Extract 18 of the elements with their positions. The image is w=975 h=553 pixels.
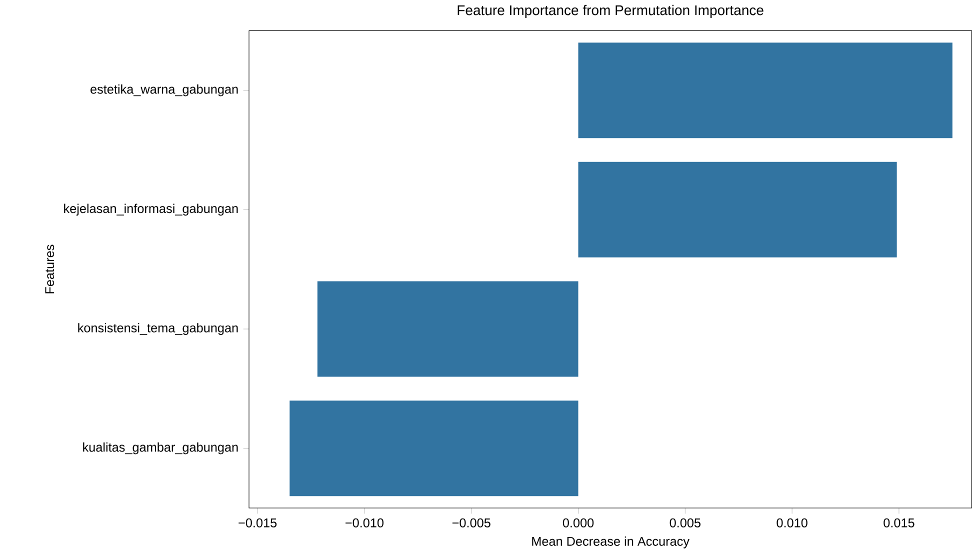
y-tick-label: kualitas_gambar_gabungan — [83, 442, 238, 454]
bar — [317, 281, 578, 377]
y-tick-label: konsistensi_tema_gabungan — [78, 323, 238, 336]
y-tick-label: estetika_warna_gabungan — [90, 84, 238, 96]
chart-title: Feature Importance from Permutation Importance — [458, 5, 764, 18]
bar — [578, 42, 952, 138]
x-tick-label: −0.015 — [238, 518, 277, 528]
bar — [578, 162, 897, 258]
bar — [290, 400, 578, 496]
x-tick-label: 0.015 — [884, 518, 914, 528]
y-axis-title: Features — [45, 244, 54, 294]
y-tick-label: kejelasan_informasi_gabungan — [64, 204, 238, 216]
x-tick-label: 0.000 — [562, 518, 594, 528]
x-tick-label: −0.010 — [346, 518, 384, 528]
x-tick-label: 0.010 — [776, 518, 808, 528]
x-tick-label: 0.005 — [670, 518, 700, 528]
x-axis-title: Mean Decrease in Accuracy — [532, 536, 690, 548]
x-tick-label: −0.005 — [452, 518, 490, 528]
